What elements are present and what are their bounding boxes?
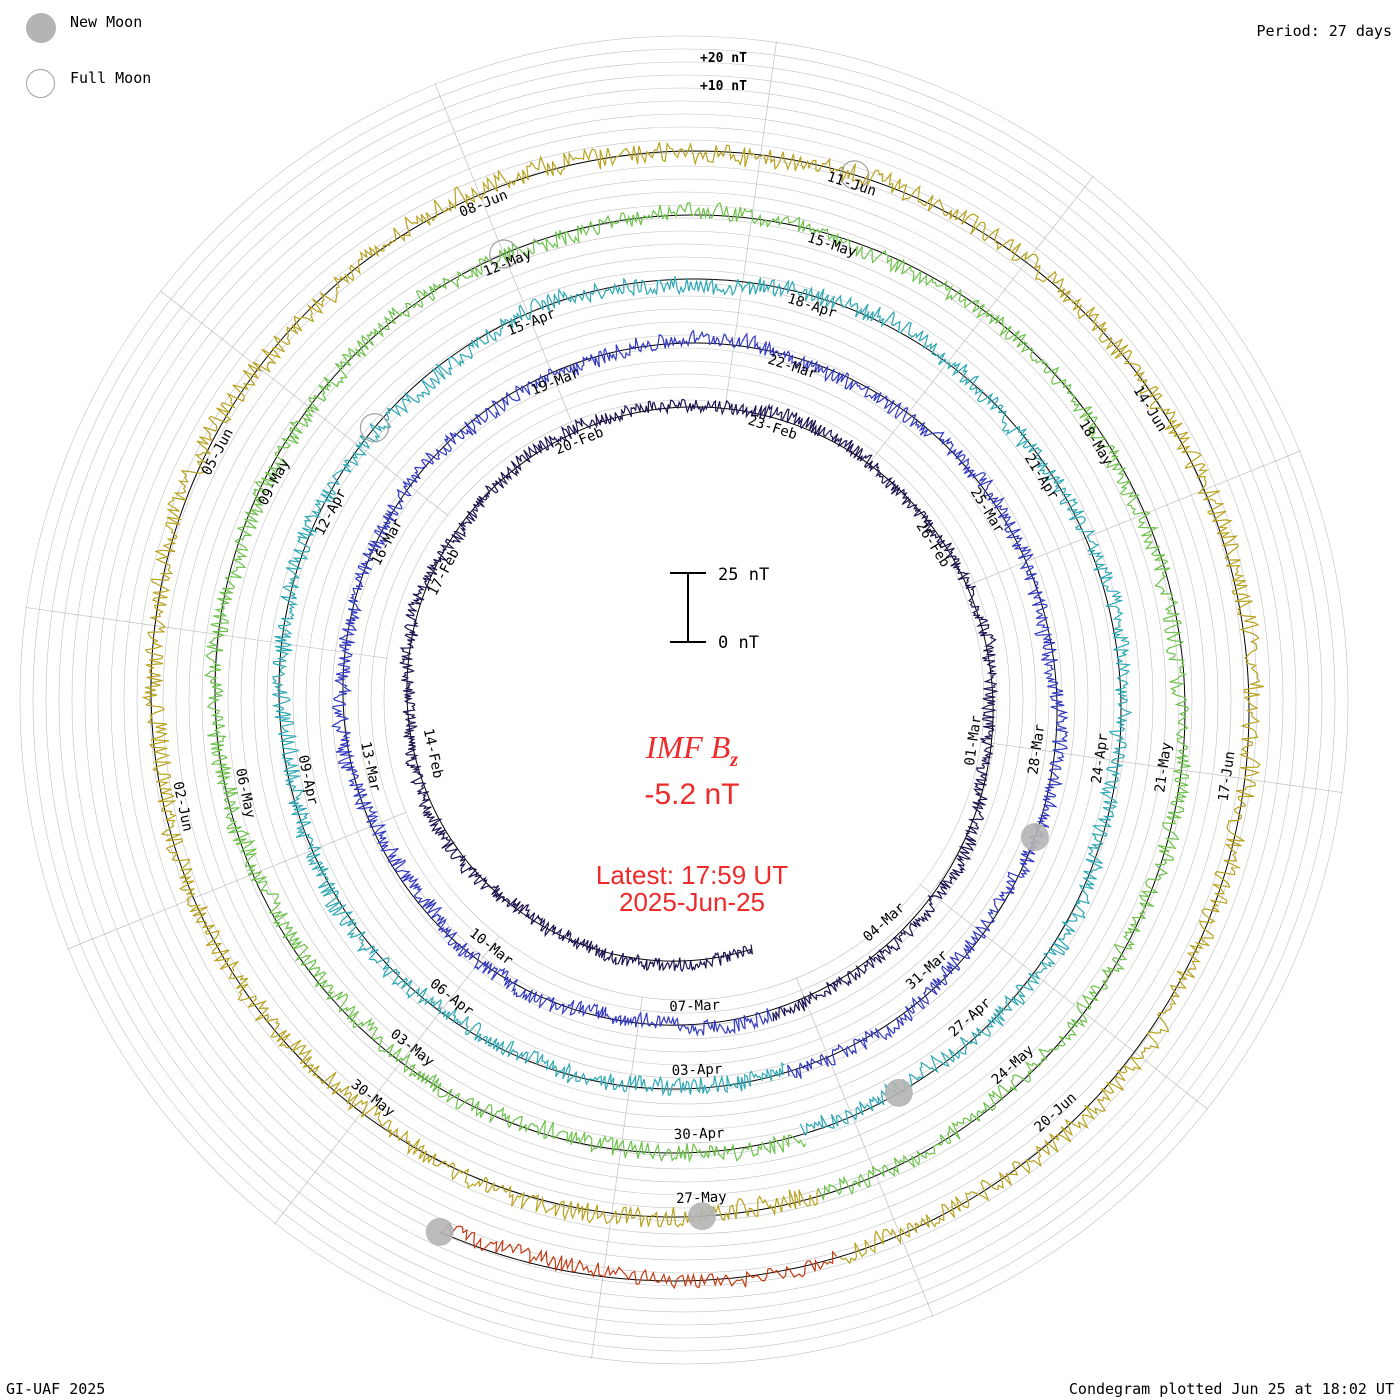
date-label: 24-Apr — [1089, 732, 1112, 784]
series-trace-turn-6 — [442, 1221, 838, 1290]
grid-ring — [84, 100, 1284, 1300]
chart-title: IMF Bz — [645, 729, 738, 771]
plotted-timestamp: Condegram plotted Jun 25 at 18:02 UT — [1068, 1380, 1394, 1398]
grid-ring — [136, 152, 1232, 1248]
date-label: 08-Jun — [457, 187, 510, 221]
new-moon-legend-label: New Moon — [70, 13, 143, 31]
grid-ring — [58, 74, 1310, 1326]
grid-spoke — [868, 175, 1094, 464]
grid-ring — [357, 373, 1011, 1027]
latest-date: 2025-Jun-25 — [619, 887, 765, 917]
moon-markers-layer — [359, 160, 1049, 1246]
credit-label: GI-UAF 2025 — [6, 1380, 106, 1398]
grid-spoke — [920, 884, 1209, 1110]
outer-scale-labels: +20 nT +10 nT — [700, 51, 747, 94]
date-label: 27-May — [676, 1189, 727, 1207]
period-label: Period: 27 days — [1256, 22, 1392, 40]
series-trace-turn-1 — [399, 398, 999, 1022]
grid-ring — [214, 230, 1154, 1170]
full-moon-marker — [359, 413, 390, 443]
center-readout: IMF Bz -5.2 nT Latest: 17:59 UT 2025-Jun… — [596, 729, 788, 917]
new-moon-marker — [884, 1078, 913, 1107]
grid-spoke — [725, 41, 777, 403]
grid-ring — [71, 87, 1297, 1313]
grid-ring — [318, 334, 1050, 1066]
date-label: 01-Mar — [962, 714, 985, 766]
grid-ring — [344, 360, 1024, 1040]
date-label: 14-Feb — [420, 727, 446, 780]
grid-ring — [279, 295, 1089, 1105]
new-moon-legend-icon — [26, 13, 56, 43]
outer-label-10nt: +10 nT — [700, 79, 747, 94]
grid-ring — [331, 347, 1037, 1053]
latest-time: Latest: 17:59 UT — [596, 860, 788, 890]
date-label: 03-Apr — [671, 1061, 722, 1079]
grid-spoke — [434, 83, 572, 422]
full-moon-marker — [489, 239, 519, 269]
grid-ring — [305, 321, 1063, 1079]
scale-bar: 25 nT 0 nT — [670, 565, 769, 653]
grid-ring — [97, 113, 1271, 1287]
date-label: 20-Feb — [553, 424, 606, 458]
new-moon-marker — [688, 1202, 717, 1231]
date-label: 21-May — [1152, 741, 1175, 793]
full-moon-marker — [840, 160, 870, 190]
grid-ring — [201, 217, 1167, 1183]
series-trace-turn-5 — [141, 141, 1265, 1265]
grid-layer — [19, 35, 1349, 1365]
grid-ring — [19, 35, 1349, 1365]
current-value: -5.2 nT — [644, 778, 739, 811]
grid-spoke — [591, 997, 643, 1359]
outer-label-20nt: +20 nT — [700, 51, 747, 66]
grid-ring — [123, 139, 1245, 1261]
date-label: 28-Mar — [1025, 723, 1048, 775]
grid-spoke — [962, 450, 1301, 588]
grid-ring — [32, 48, 1336, 1352]
grid-spoke — [274, 936, 500, 1225]
grid-spoke — [981, 741, 1343, 793]
baseline-spiral — [150, 150, 1250, 1282]
date-label: 17-Jun — [1216, 750, 1239, 802]
grid-ring — [175, 191, 1193, 1209]
new-moon-marker — [425, 1217, 454, 1246]
grid-spoke — [25, 607, 387, 659]
grid-ring — [370, 386, 998, 1014]
grid-spoke — [67, 812, 406, 950]
date-label: 20-Jun — [1031, 1090, 1079, 1136]
grid-ring — [110, 126, 1258, 1274]
scale-bar-bottom-label: 0 nT — [718, 633, 759, 653]
scale-bar-top-label: 25 nT — [718, 565, 769, 585]
date-label: 19-Mar — [529, 365, 582, 399]
grid-ring — [253, 269, 1115, 1131]
full-moon-legend-label: Full Moon — [70, 69, 152, 87]
date-label: 30-Apr — [674, 1125, 725, 1143]
full-moon-legend-icon — [26, 69, 55, 98]
new-moon-marker — [1020, 823, 1049, 852]
series-trace-turn-3 — [271, 276, 1133, 1136]
series-trace-turn-2 — [331, 329, 1069, 1079]
date-label: 06-Apr — [427, 976, 477, 1020]
date-label: 13-Mar — [357, 740, 383, 793]
grid-spoke — [796, 978, 934, 1317]
grid-ring — [266, 282, 1102, 1118]
date-label: 04-Mar — [860, 900, 908, 946]
baseline-layer — [150, 150, 1250, 1282]
grid-ring — [188, 204, 1180, 1196]
series-trace-turn-4 — [203, 202, 1191, 1201]
grid-ring — [45, 61, 1323, 1339]
series-layer — [141, 141, 1265, 1290]
grid-spoke — [159, 290, 448, 516]
grid-ring — [292, 308, 1076, 1092]
date-label: 07-Mar — [669, 998, 720, 1016]
